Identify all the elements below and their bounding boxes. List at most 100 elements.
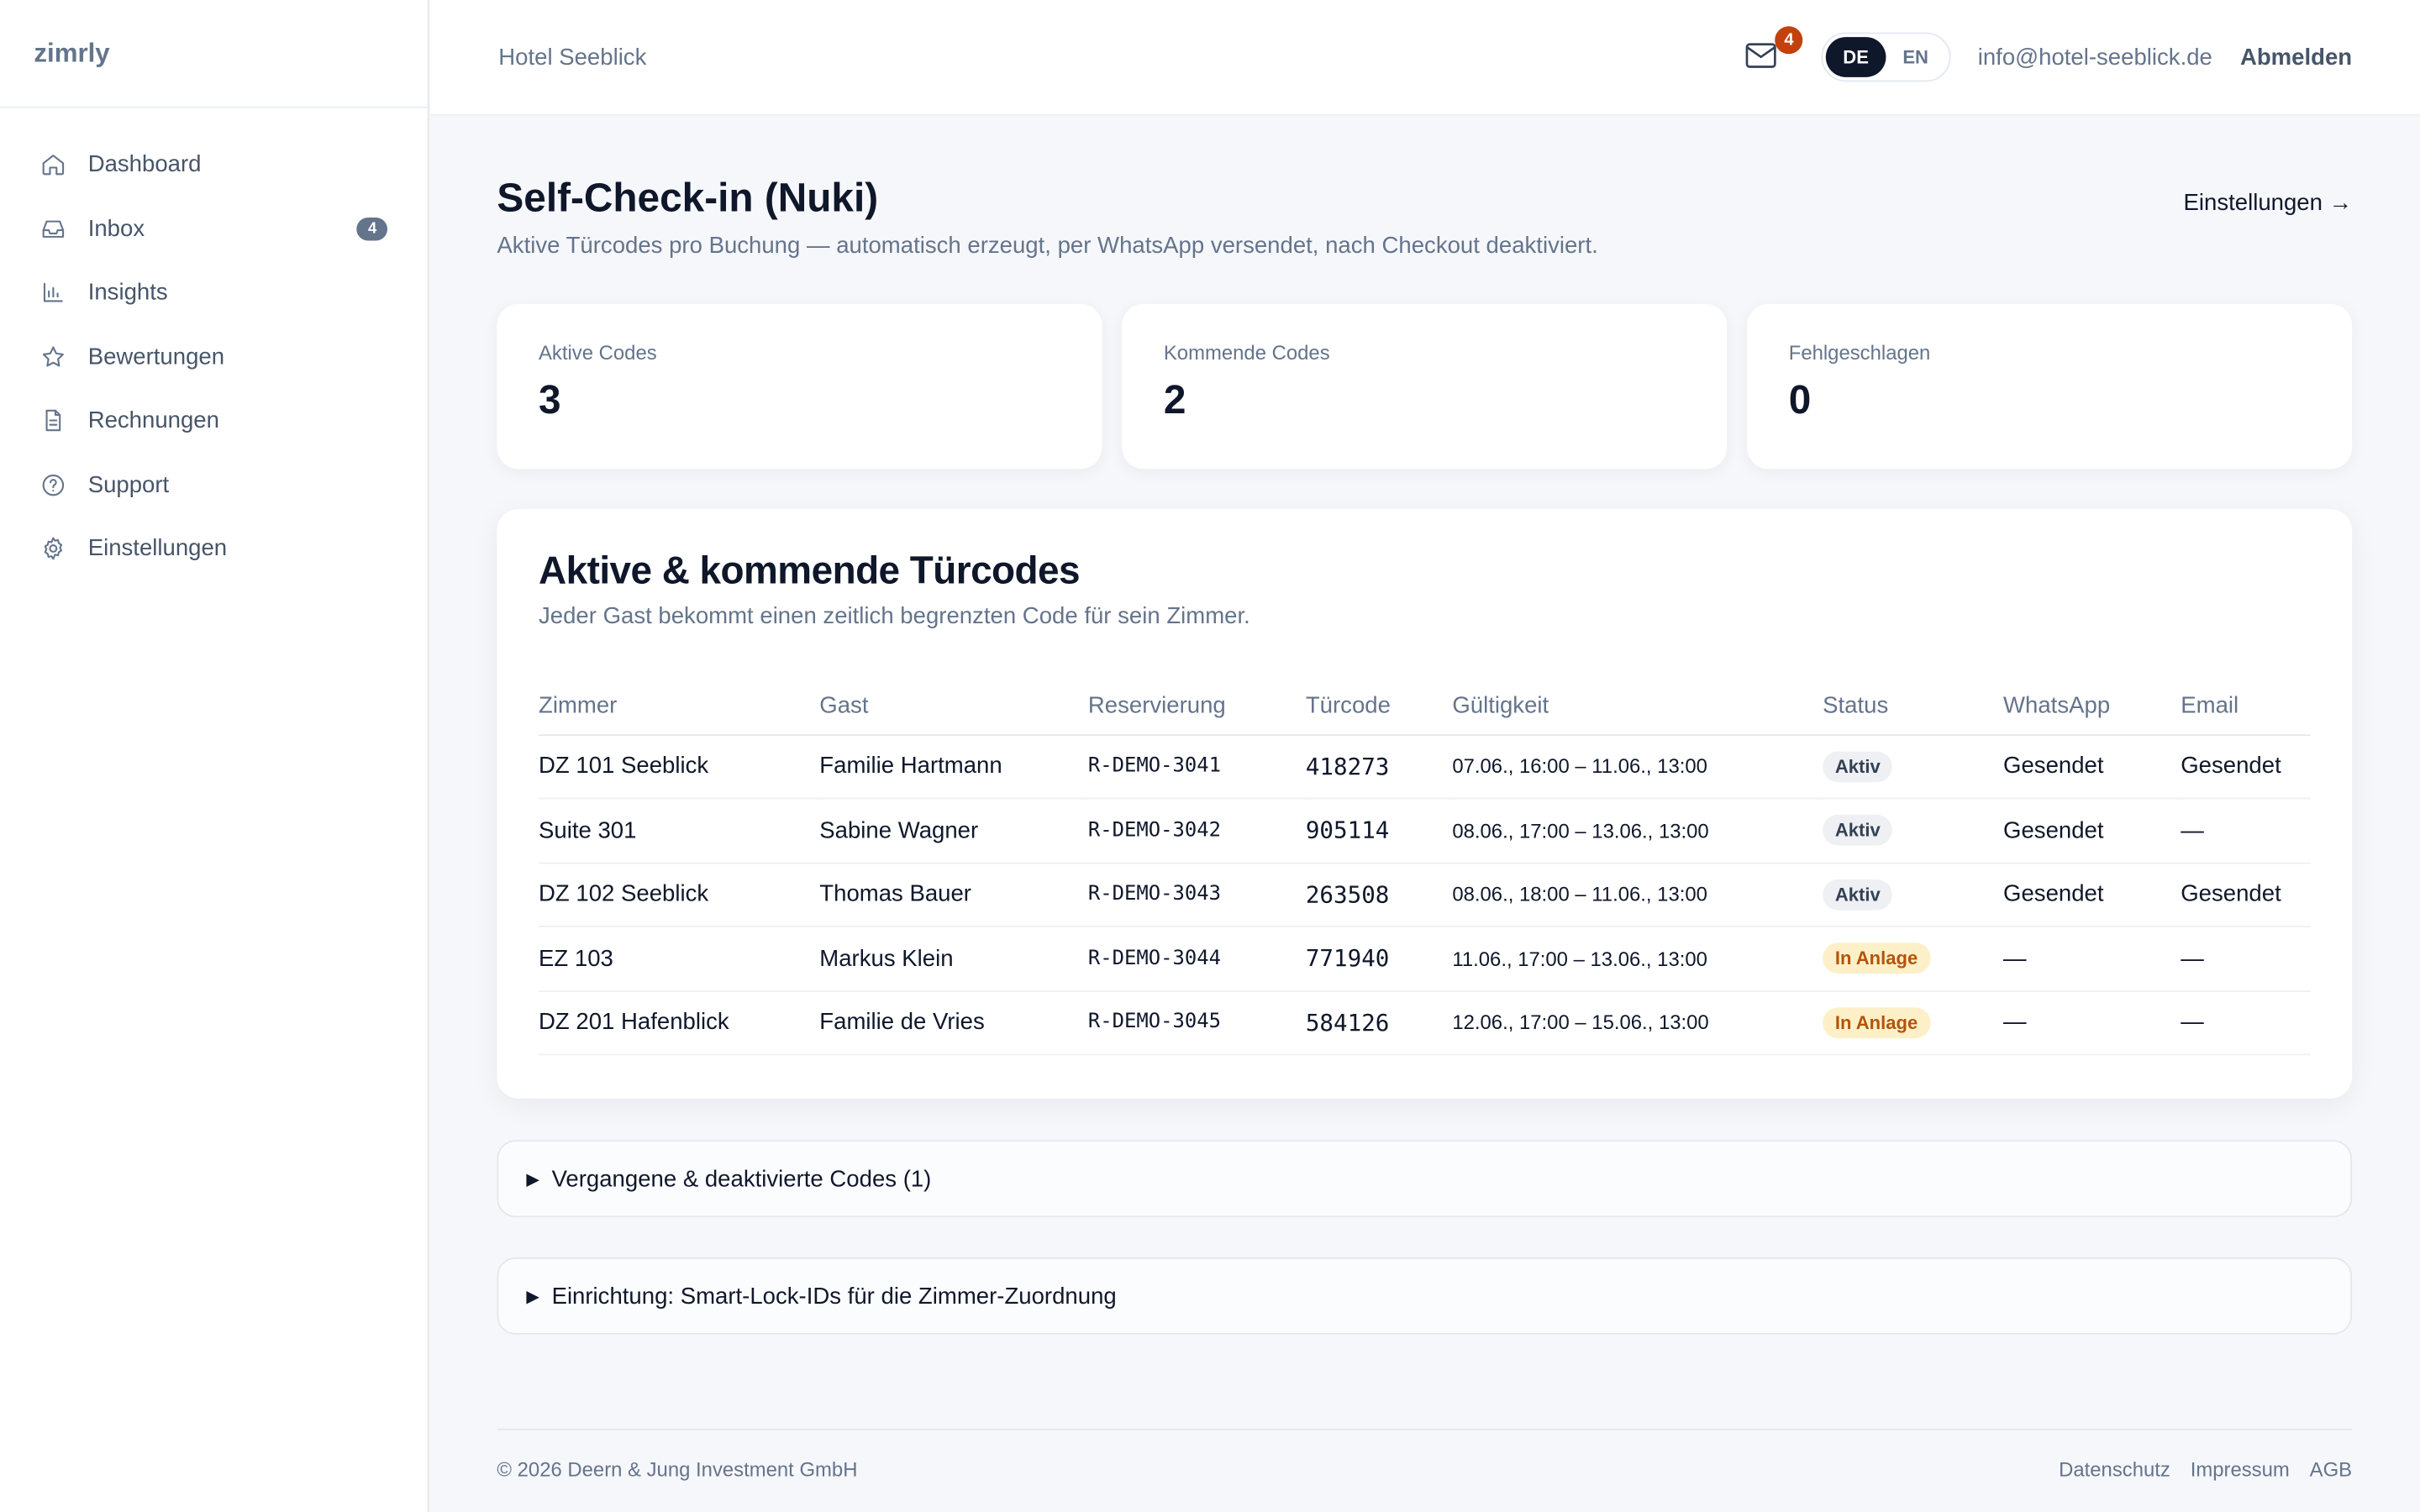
reservation-cell: R-DEMO-3045	[1087, 990, 1306, 1056]
sidebar-item-label: Dashboard	[87, 151, 202, 178]
lang-de-button[interactable]: DE	[1826, 37, 1886, 77]
brand-logo[interactable]: zimrly	[0, 0, 428, 108]
status-badge: Aktiv	[1823, 879, 1893, 911]
language-switcher: DE EN	[1821, 32, 1950, 82]
sidebar-item-label: Support	[87, 471, 170, 498]
validity-cell: 08.06., 17:00 – 13.06., 13:00	[1452, 798, 1823, 864]
smart-lock-setup-toggle[interactable]: ▶ Einrichtung: Smart-Lock-IDs für die Zi…	[497, 1257, 2353, 1335]
column-header-tuercode: Türcode	[1305, 672, 1453, 736]
smart-lock-setup-label: Einrichtung: Smart-Lock-IDs für die Zimm…	[551, 1283, 1117, 1310]
stats-row: Aktive Codes 3 Kommende Codes 2 Fehlgesc…	[497, 303, 2353, 470]
column-header-gueltigkeit: Gültigkeit	[1452, 672, 1823, 736]
footer-link-impressum[interactable]: Impressum	[2190, 1457, 2290, 1482]
guest-cell: Sabine Wagner	[819, 798, 1088, 864]
mail-icon	[1745, 43, 1776, 68]
status-badge: Aktiv	[1823, 815, 1893, 846]
stat-card-upcoming: Kommende Codes 2	[1122, 303, 1728, 470]
column-header-email: Email	[2181, 672, 2311, 736]
column-header-gast: Gast	[819, 672, 1088, 736]
status-cell: In Anlage	[1823, 926, 2004, 992]
inbox-icon	[42, 220, 65, 238]
footer: © 2026 Deern & Jung Investment GmbH Date…	[497, 1428, 2353, 1482]
validity-cell: 12.06., 17:00 – 15.06., 13:00	[1452, 990, 1823, 1056]
past-codes-toggle[interactable]: ▶ Vergangene & deaktivierte Codes (1)	[497, 1140, 2353, 1218]
door-code-cell: 771940	[1305, 926, 1453, 992]
reservation-cell: R-DEMO-3044	[1087, 926, 1306, 992]
email-cell: —	[2181, 990, 2311, 1056]
sidebar-item-insights[interactable]: Insights	[0, 260, 428, 324]
email-cell: —	[2181, 798, 2311, 864]
status-badge: Aktiv	[1823, 751, 1893, 782]
user-email: info@hotel-seeblick.de	[1977, 44, 2212, 71]
email-cell: Gesendet	[2181, 734, 2311, 800]
table-row: Suite 301 Sabine Wagner R-DEMO-3042 9051…	[539, 798, 2311, 864]
sidebar-item-bewertungen[interactable]: Bewertungen	[0, 325, 428, 389]
reservation-cell: R-DEMO-3042	[1087, 798, 1306, 864]
door-code-cell: 905114	[1305, 798, 1453, 864]
validity-cell: 08.06., 18:00 – 11.06., 13:00	[1452, 862, 1823, 927]
room-cell: DZ 201 Hafenblick	[539, 990, 820, 1056]
column-header-whatsapp: WhatsApp	[2003, 672, 2181, 736]
messages-button[interactable]: 4	[1744, 26, 1803, 74]
table-header-row: Zimmer Gast Reservierung Türcode Gültigk…	[539, 672, 2311, 736]
sidebar-nav: Dashboard Inbox 4 Insights Bewertungen R…	[0, 108, 428, 581]
home-icon	[42, 155, 65, 176]
logout-button[interactable]: Abmelden	[2239, 44, 2353, 71]
room-cell: DZ 102 Seeblick	[539, 862, 820, 927]
table-row: DZ 201 Hafenblick Familie de Vries R-DEM…	[539, 990, 2311, 1056]
stat-card-failed: Fehlgeschlagen 0	[1747, 303, 2353, 470]
sidebar-item-rechnungen[interactable]: Rechnungen	[0, 389, 428, 453]
door-code-cell: 584126	[1305, 990, 1453, 1056]
door-code-cell: 418273	[1305, 734, 1453, 800]
door-codes-card: Aktive & kommende Türcodes Jeder Gast be…	[497, 509, 2353, 1099]
copyright: © 2026 Deern & Jung Investment GmbH	[497, 1457, 858, 1482]
email-cell: —	[2181, 926, 2311, 992]
topbar: Hotel Seeblick 4 DE EN info@hotel-seebli…	[430, 0, 2420, 116]
column-header-status: Status	[1823, 672, 2004, 736]
door-code-cell: 263508	[1305, 862, 1453, 927]
stat-label: Fehlgeschlagen	[1788, 340, 1931, 365]
whatsapp-cell: Gesendet	[2003, 734, 2181, 800]
star-icon	[42, 345, 64, 367]
inbox-count-badge: 4	[357, 217, 388, 241]
door-codes-table: Zimmer Gast Reservierung Türcode Gültigk…	[539, 672, 2311, 1056]
sidebar-item-label: Einstellungen	[87, 535, 228, 563]
gear-icon	[44, 538, 63, 560]
status-cell: Aktiv	[1823, 734, 2004, 800]
sidebar-item-label: Rechnungen	[87, 407, 219, 434]
footer-link-datenschutz[interactable]: Datenschutz	[2059, 1457, 2170, 1482]
stat-label: Kommende Codes	[1163, 340, 1330, 365]
document-icon	[45, 410, 61, 432]
guest-cell: Markus Klein	[819, 926, 1088, 992]
stat-value: 2	[1163, 376, 1186, 423]
past-codes-label: Vergangene & deaktivierte Codes (1)	[551, 1165, 932, 1192]
stat-value: 0	[1788, 376, 1812, 423]
whatsapp-cell: Gesendet	[2003, 798, 2181, 864]
page-subtitle: Aktive Türcodes pro Buchung — automatisc…	[497, 233, 1598, 260]
sidebar-item-dashboard[interactable]: Dashboard	[0, 133, 428, 197]
footer-link-agb[interactable]: AGB	[2309, 1457, 2353, 1482]
triangle-right-icon: ▶	[526, 1287, 539, 1306]
whatsapp-cell: —	[2003, 926, 2181, 992]
room-cell: DZ 101 Seeblick	[539, 734, 820, 800]
triangle-right-icon: ▶	[526, 1170, 539, 1189]
lang-en-button[interactable]: EN	[1902, 46, 1928, 68]
help-circle-icon	[42, 474, 65, 496]
guest-cell: Familie Hartmann	[819, 734, 1088, 800]
guest-cell: Thomas Bauer	[819, 862, 1088, 927]
stat-label: Aktive Codes	[539, 340, 657, 365]
validity-cell: 07.06., 16:00 – 11.06., 13:00	[1452, 734, 1823, 800]
bar-chart-icon	[43, 283, 63, 302]
sidebar-item-einstellungen[interactable]: Einstellungen	[0, 517, 428, 580]
validity-cell: 11.06., 17:00 – 13.06., 13:00	[1452, 926, 1823, 992]
sidebar-item-inbox[interactable]: Inbox 4	[0, 197, 428, 260]
status-cell: Aktiv	[1823, 862, 2004, 927]
sidebar-item-support[interactable]: Support	[0, 453, 428, 517]
status-cell: Aktiv	[1823, 798, 2004, 864]
reservation-cell: R-DEMO-3043	[1087, 862, 1306, 927]
mail-count-badge: 4	[1775, 26, 1803, 55]
settings-link[interactable]: Einstellungen →	[2183, 189, 2353, 217]
column-header-reservierung: Reservierung	[1087, 672, 1306, 736]
room-cell: Suite 301	[539, 798, 820, 864]
table-row: DZ 102 Seeblick Thomas Bauer R-DEMO-3043…	[539, 862, 2311, 927]
